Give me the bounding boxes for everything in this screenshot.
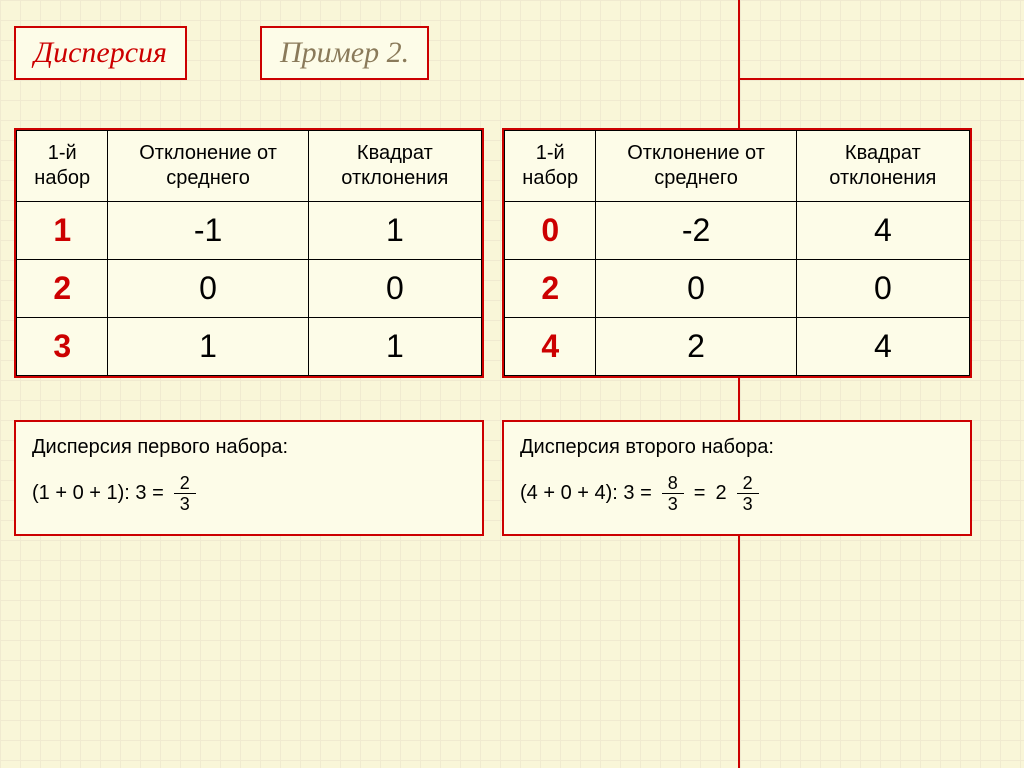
- variance-1-result-fraction: 2 3: [174, 473, 196, 514]
- mixed-whole: 2: [715, 482, 726, 505]
- table-header-row: 1-й набор Отклонение от среднего Квадрат…: [505, 131, 970, 202]
- example-label: Пример 2.: [260, 26, 429, 80]
- cell-sq: 0: [796, 260, 969, 318]
- cell-sq: 0: [308, 260, 481, 318]
- cell-sq: 4: [796, 202, 969, 260]
- cell-dev: -2: [596, 202, 796, 260]
- cell-set: 3: [17, 318, 108, 376]
- variance-2-expression: (4 + 0 + 4): 3 = 8 3 = 2 2 3: [520, 473, 954, 514]
- dataset-1-table: 1-й набор Отклонение от среднего Квадрат…: [14, 128, 484, 378]
- variance-2-fraction-1: 8 3: [662, 473, 684, 514]
- variance-2-lhs: (4 + 0 + 4): 3 =: [520, 482, 652, 505]
- col-header-set: 1-й набор: [17, 131, 108, 202]
- fraction-denominator: 3: [662, 494, 684, 514]
- table-row: 2 0 0: [17, 260, 482, 318]
- col-header-square: Квадрат отклонения: [796, 131, 969, 202]
- variance-1-panel: Дисперсия первого набора: (1 + 0 + 1): 3…: [14, 420, 484, 536]
- col-header-deviation: Отклонение от среднего: [596, 131, 796, 202]
- cell-sq: 1: [308, 202, 481, 260]
- cell-set: 0: [505, 202, 596, 260]
- cell-dev: 1: [108, 318, 308, 376]
- variance-1-lhs: (1 + 0 + 1): 3 =: [32, 482, 164, 505]
- cell-set: 1: [17, 202, 108, 260]
- fraction-numerator: 8: [662, 473, 684, 493]
- fraction-numerator: 2: [737, 473, 759, 493]
- cell-dev: -1: [108, 202, 308, 260]
- table-row: 4 2 4: [505, 318, 970, 376]
- table-row: 0 -2 4: [505, 202, 970, 260]
- table-row: 1 -1 1: [17, 202, 482, 260]
- cell-set: 2: [505, 260, 596, 318]
- col-header-deviation: Отклонение от среднего: [108, 131, 308, 202]
- variance-1-expression: (1 + 0 + 1): 3 = 2 3: [32, 473, 466, 514]
- decorative-horizontal-line: [738, 78, 1024, 80]
- cell-dev: 0: [596, 260, 796, 318]
- equals-sign: =: [694, 482, 706, 505]
- col-header-square: Квадрат отклонения: [308, 131, 481, 202]
- col-header-set: 1-й набор: [505, 131, 596, 202]
- page-title: Дисперсия: [14, 26, 187, 80]
- dataset-2-table: 1-й набор Отклонение от среднего Квадрат…: [502, 128, 972, 378]
- cell-sq: 4: [796, 318, 969, 376]
- table-row: 3 1 1: [17, 318, 482, 376]
- variance-2-fraction-2: 2 3: [737, 473, 759, 514]
- fraction-numerator: 2: [174, 473, 196, 493]
- variance-2-title: Дисперсия второго набора:: [520, 436, 954, 459]
- cell-dev: 0: [108, 260, 308, 318]
- table-row: 2 0 0: [505, 260, 970, 318]
- fraction-denominator: 3: [174, 494, 196, 514]
- table-header-row: 1-й набор Отклонение от среднего Квадрат…: [17, 131, 482, 202]
- cell-set: 4: [505, 318, 596, 376]
- variance-1-title: Дисперсия первого набора:: [32, 436, 466, 459]
- fraction-denominator: 3: [737, 494, 759, 514]
- cell-sq: 1: [308, 318, 481, 376]
- cell-set: 2: [17, 260, 108, 318]
- decorative-vertical-line: [738, 0, 740, 768]
- variance-2-panel: Дисперсия второго набора: (4 + 0 + 4): 3…: [502, 420, 972, 536]
- cell-dev: 2: [596, 318, 796, 376]
